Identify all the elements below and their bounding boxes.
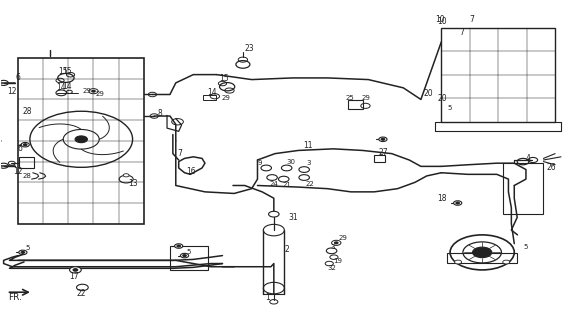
Text: 20: 20 [424,89,433,98]
Bar [348,100,363,109]
Text: 32: 32 [328,265,336,271]
Circle shape [21,252,25,253]
Text: 7: 7 [459,28,464,37]
Text: 12: 12 [8,87,17,96]
Text: 30: 30 [287,159,295,164]
Text: 22: 22 [306,181,315,187]
Circle shape [123,174,129,177]
Text: 5: 5 [524,244,528,250]
Text: 10: 10 [437,17,447,26]
Text: 28: 28 [23,173,32,179]
Text: 28: 28 [23,107,32,116]
Circle shape [19,250,27,255]
Text: 26: 26 [546,164,556,172]
Text: 16: 16 [186,167,196,176]
Circle shape [335,242,338,244]
Circle shape [89,89,98,94]
Text: 1: 1 [265,292,270,301]
Text: FR.: FR. [8,293,22,302]
Text: 9: 9 [257,160,262,166]
Circle shape [180,253,188,258]
Bar [503,163,543,214]
Circle shape [503,260,510,264]
Text: 7: 7 [470,15,474,24]
Circle shape [456,202,459,204]
Text: 5: 5 [447,105,452,111]
Bar [170,246,208,270]
Text: 25: 25 [345,95,354,101]
Circle shape [453,201,462,205]
Text: 14: 14 [62,82,71,91]
Text: 29: 29 [362,95,370,101]
Text: 20: 20 [437,94,447,103]
Text: 14: 14 [207,88,216,97]
Text: 8: 8 [157,109,162,118]
Circle shape [381,138,385,140]
Text: 15: 15 [62,67,71,76]
Text: 15: 15 [219,74,229,83]
Text: 29: 29 [338,235,347,241]
Text: 31: 31 [288,213,298,222]
Circle shape [177,245,180,247]
Text: 3: 3 [306,160,311,166]
Circle shape [473,247,492,258]
Text: 24: 24 [269,181,278,187]
Text: 13: 13 [128,180,137,188]
Circle shape [183,255,186,257]
Circle shape [75,136,87,143]
Text: 5: 5 [25,244,30,251]
Bar [18,58,144,224]
Text: 15: 15 [58,67,68,76]
Text: 23: 23 [245,44,254,53]
Text: 3: 3 [331,244,335,250]
Text: 14: 14 [56,84,66,92]
Text: 4: 4 [526,154,531,163]
Circle shape [92,90,95,92]
Text: 6: 6 [15,73,20,83]
Text: 5: 5 [186,249,191,255]
Circle shape [332,240,341,245]
Circle shape [23,144,27,146]
Text: 11: 11 [303,141,312,150]
Text: 27: 27 [379,148,388,156]
Text: 18: 18 [437,194,447,203]
Text: 29: 29 [221,95,230,101]
Circle shape [174,244,183,248]
Circle shape [70,267,81,273]
Text: 10: 10 [435,15,445,24]
Bar [447,253,518,263]
Text: 2: 2 [284,245,289,254]
Text: 17: 17 [70,272,79,281]
Circle shape [21,142,29,147]
Text: 29: 29 [82,88,91,94]
Bar [203,95,216,100]
Text: 19: 19 [333,258,342,264]
Text: 22: 22 [77,289,86,298]
Bar [374,155,385,162]
Text: 6: 6 [17,144,22,153]
Circle shape [73,269,78,271]
Bar [441,28,555,122]
Circle shape [379,137,387,141]
Text: 29: 29 [96,92,105,98]
Text: 7: 7 [177,149,183,158]
Text: 12: 12 [13,167,23,176]
Text: 21: 21 [283,182,291,188]
Circle shape [455,260,462,264]
Bar [19,157,34,168]
